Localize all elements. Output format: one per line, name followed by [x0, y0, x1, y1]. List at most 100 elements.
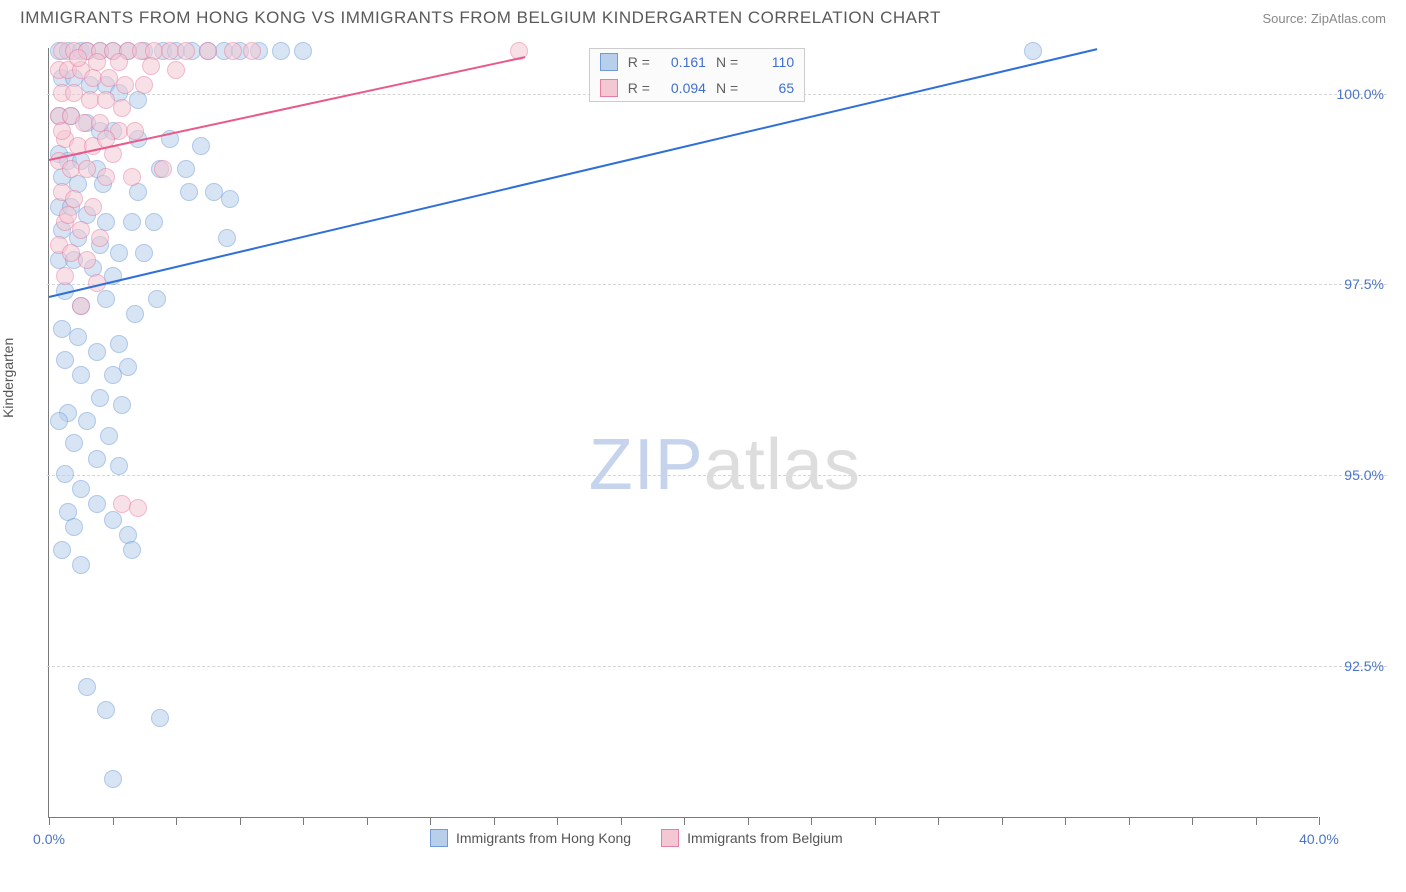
- gridline: [47, 284, 1387, 285]
- x-tick: [938, 817, 939, 825]
- data-point: [78, 251, 96, 269]
- legend-label: Immigrants from Hong Kong: [456, 830, 631, 846]
- stats-row: R =0.094N =65: [590, 75, 804, 101]
- data-point: [88, 450, 106, 468]
- data-point: [50, 412, 68, 430]
- x-tick: [684, 817, 685, 825]
- data-point: [113, 99, 131, 117]
- data-point: [69, 328, 87, 346]
- source-label: Source: ZipAtlas.com: [1262, 11, 1386, 26]
- gridline: [47, 666, 1387, 667]
- legend: Immigrants from Hong Kong Immigrants from…: [430, 829, 843, 847]
- data-point: [116, 76, 134, 94]
- data-point: [110, 335, 128, 353]
- x-tick: [811, 817, 812, 825]
- data-point: [113, 396, 131, 414]
- data-point: [110, 457, 128, 475]
- stat-n-label: N =: [716, 54, 738, 70]
- data-point: [88, 343, 106, 361]
- x-tick: [1319, 817, 1320, 825]
- x-tick: [557, 817, 558, 825]
- data-point: [84, 198, 102, 216]
- gridline: [47, 475, 1387, 476]
- y-axis-label: Kindergarten: [0, 338, 16, 418]
- data-point: [145, 213, 163, 231]
- data-point: [126, 122, 144, 140]
- x-tick: [367, 817, 368, 825]
- x-tick: [494, 817, 495, 825]
- data-point: [53, 122, 71, 140]
- data-point: [91, 389, 109, 407]
- data-point: [167, 61, 185, 79]
- data-point: [110, 53, 128, 71]
- data-point: [110, 244, 128, 262]
- data-point: [78, 160, 96, 178]
- data-point: [126, 305, 144, 323]
- data-point: [123, 213, 141, 231]
- data-point: [97, 290, 115, 308]
- x-tick: [875, 817, 876, 825]
- data-point: [104, 511, 122, 529]
- data-point: [69, 49, 87, 67]
- data-point: [56, 267, 74, 285]
- x-tick: [1129, 817, 1130, 825]
- stat-r-label: R =: [628, 80, 650, 96]
- data-point: [88, 495, 106, 513]
- data-point: [1024, 42, 1042, 60]
- data-point: [151, 709, 169, 727]
- x-tick-label: 0.0%: [33, 831, 65, 847]
- x-tick: [1192, 817, 1193, 825]
- legend-swatch: [661, 829, 679, 847]
- data-point: [78, 678, 96, 696]
- stat-r-value: 0.094: [660, 80, 706, 96]
- y-tick-label: 92.5%: [1344, 658, 1384, 674]
- data-point: [294, 42, 312, 60]
- x-tick: [303, 817, 304, 825]
- data-point: [218, 229, 236, 247]
- legend-item: Immigrants from Hong Kong: [430, 829, 631, 847]
- x-tick: [49, 817, 50, 825]
- x-tick: [176, 817, 177, 825]
- data-point: [56, 351, 74, 369]
- x-tick-label: 40.0%: [1299, 831, 1339, 847]
- legend-item: Immigrants from Belgium: [661, 829, 843, 847]
- data-point: [104, 770, 122, 788]
- x-tick: [1065, 817, 1066, 825]
- data-point: [199, 42, 217, 60]
- data-point: [65, 518, 83, 536]
- data-point: [224, 42, 242, 60]
- plot-area: 92.5%95.0%97.5%100.0%0.0%40.0%ZIPatlasR …: [48, 48, 1318, 818]
- y-tick-label: 100.0%: [1337, 86, 1384, 102]
- data-point: [180, 183, 198, 201]
- stats-box: R =0.161N =110R =0.094N =65: [589, 48, 805, 102]
- stat-n-value: 110: [748, 54, 794, 70]
- data-point: [97, 168, 115, 186]
- x-tick: [1002, 817, 1003, 825]
- x-tick: [621, 817, 622, 825]
- data-point: [243, 42, 261, 60]
- stat-n-value: 65: [748, 80, 794, 96]
- data-point: [78, 412, 96, 430]
- data-point: [135, 76, 153, 94]
- data-point: [72, 221, 90, 239]
- data-point: [72, 556, 90, 574]
- data-point: [123, 541, 141, 559]
- data-point: [59, 206, 77, 224]
- data-point: [272, 42, 290, 60]
- data-point: [65, 434, 83, 452]
- y-tick-label: 97.5%: [1344, 276, 1384, 292]
- x-tick: [113, 817, 114, 825]
- data-point: [154, 160, 172, 178]
- stat-r-value: 0.161: [660, 54, 706, 70]
- data-point: [192, 137, 210, 155]
- data-point: [177, 160, 195, 178]
- data-point: [148, 290, 166, 308]
- data-point: [177, 42, 195, 60]
- data-point: [135, 244, 153, 262]
- data-point: [119, 358, 137, 376]
- x-tick: [748, 817, 749, 825]
- data-point: [72, 297, 90, 315]
- data-point: [56, 465, 74, 483]
- y-tick-label: 95.0%: [1344, 467, 1384, 483]
- x-tick: [1256, 817, 1257, 825]
